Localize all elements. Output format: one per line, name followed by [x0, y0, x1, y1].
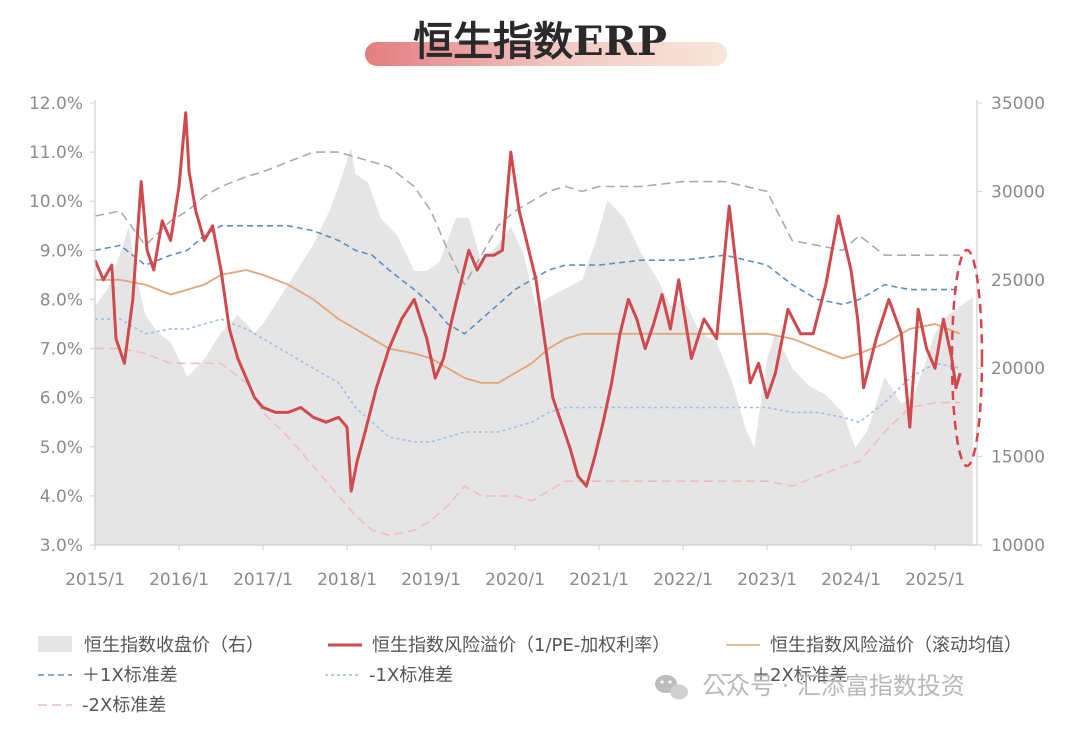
legend: 恒生指数收盘价（右） 恒生指数风险溢价（1/PE-加权利率） 恒生指数风险溢价（滚动… — [38, 635, 1022, 716]
legend-swatch-area — [38, 636, 72, 652]
legend-label: ＋2X标准差 — [752, 665, 848, 686]
left-tick-label: 8.0% — [40, 290, 83, 310]
highlight-ellipse — [950, 248, 984, 468]
x-tick-label: 2021/1 — [569, 570, 629, 590]
left-tick-label: 3.0% — [40, 536, 83, 556]
left-tick-label: 6.0% — [40, 389, 83, 409]
wechat-icon — [655, 675, 688, 700]
x-tick-label: 2022/1 — [653, 570, 713, 590]
chart-title: 恒生指数ERP — [413, 18, 667, 65]
legend-item: ＋2X标准差 — [708, 665, 848, 686]
right-tick-label: 10000 — [991, 536, 1045, 556]
x-tick-label: 2015/1 — [65, 570, 125, 590]
legend-label: 恒生指数风险溢价（滚动均值） — [770, 635, 1022, 656]
legend-item: 恒生指数风险溢价（滚动均值） — [726, 635, 1022, 656]
legend-label: ＋1X标准差 — [82, 665, 178, 686]
x-tick-label: 2024/1 — [821, 570, 881, 590]
right-tick-label: 25000 — [991, 271, 1045, 291]
plus-2sd-line — [94, 151, 961, 286]
x-tick-label: 2025/1 — [905, 570, 965, 590]
legend-label: -2X标准差 — [82, 695, 166, 716]
legend-item: -2X标准差 — [38, 695, 166, 716]
left-tick-label: 7.0% — [40, 340, 83, 360]
watermark: 公众号 · 汇添富指数投资 — [655, 672, 965, 700]
left-tick-label: 11.0% — [29, 143, 83, 163]
title-bar — [365, 42, 727, 66]
legend-label: 恒生指数收盘价（右） — [84, 635, 264, 656]
legend-item: -1X标准差 — [325, 665, 453, 686]
minus-2sd-line — [95, 347, 961, 536]
hsi-close-area — [95, 147, 973, 545]
right-tick-label: 35000 — [991, 94, 1045, 114]
axes: 3.0% 4.0% 5.0% 6.0% 7.0% 8.0% 9.0% 10.0% 11.0% 12… — [29, 94, 1045, 590]
left-tick-label: 10.0% — [29, 192, 83, 212]
watermark-text: 公众号 · 汇添富指数投资 — [702, 672, 965, 700]
x-tick-label: 2020/1 — [485, 570, 545, 590]
x-tick-label: 2019/1 — [401, 570, 461, 590]
x-tick-label: 2018/1 — [317, 570, 377, 590]
x-tick-label: 2017/1 — [233, 570, 293, 590]
left-tick-label: 12.0% — [29, 94, 83, 114]
right-tick-label: 30000 — [991, 182, 1045, 202]
left-tick-label: 9.0% — [40, 241, 83, 261]
erp-line — [93, 111, 962, 493]
legend-item: ＋1X标准差 — [38, 665, 178, 686]
plot-area — [93, 111, 973, 545]
legend-label: 恒生指数风险溢价（1/PE-加权利率） — [372, 635, 670, 656]
legend-item: 恒生指数风险溢价（1/PE-加权利率） — [328, 635, 670, 656]
x-tick-label: 2016/1 — [149, 570, 209, 590]
left-tick-label: 4.0% — [40, 487, 83, 507]
right-tick-label: 15000 — [991, 448, 1045, 468]
right-tick-label: 20000 — [991, 359, 1045, 379]
title-banner: 恒生指数ERP — [365, 18, 727, 66]
plus-1sd-line — [94, 225, 961, 335]
left-tick-label: 5.0% — [40, 438, 83, 458]
legend-label: -1X标准差 — [369, 665, 453, 686]
legend-item: 恒生指数收盘价（右） — [38, 635, 264, 656]
erp-rolling-mean-line — [95, 269, 961, 384]
x-tick-label: 2023/1 — [737, 570, 797, 590]
